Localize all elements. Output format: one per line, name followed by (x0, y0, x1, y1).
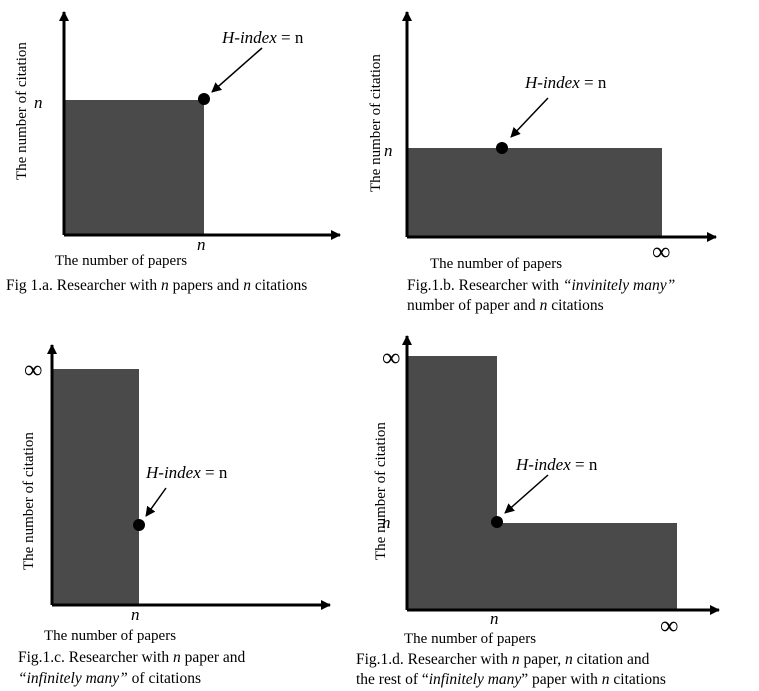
n-y-label-a: n (34, 93, 43, 112)
caption-d-line1: Fig.1.d. Researcher with n paper, n cita… (356, 651, 650, 668)
n-y-label-d: n (382, 513, 391, 532)
infinity-y-label-d: ∞ (382, 343, 401, 372)
x-axis-title-b: The number of papers (430, 256, 562, 272)
caption-c-line2: “infinitely many” of citations (18, 670, 201, 687)
shaded-region-a (64, 100, 204, 235)
h-index-point-c (133, 519, 145, 531)
y-axis-title-b: The number of citation (368, 54, 384, 192)
caption-b-line2: number of paper and n citations (407, 297, 604, 314)
caption-a: Fig 1.a. Researcher with n papers and n … (6, 277, 307, 294)
h-index-point-d (491, 516, 503, 528)
caption-d-line2: the rest of “infinitely many” paper with… (356, 671, 666, 688)
h-index-label-a: H-index = n (221, 28, 304, 47)
h-index-point-a (198, 93, 210, 105)
n-x-label-d: n (490, 609, 499, 628)
infinity-y-label-c: ∞ (24, 355, 43, 384)
n-y-label-b: n (384, 141, 393, 160)
y-axis-title-c: The number of citation (21, 432, 37, 570)
figure-1c: H-index = n ∞ n The number of papers The… (18, 344, 331, 687)
shaded-region-b (407, 148, 662, 237)
pointer-arrow-a (211, 47, 263, 93)
shaded-region-c (52, 369, 139, 605)
y-axis-title-d: The number of citation (373, 422, 389, 560)
pointer-arrow-b (510, 97, 549, 138)
y-axis-title-a: The number of citation (14, 42, 30, 180)
h-index-label-c: H-index = n (145, 463, 228, 482)
h-index-label-b: H-index = n (524, 73, 607, 92)
n-x-label-a: n (197, 235, 206, 254)
caption-b-line1: Fig.1.b. Researcher with “invinitely man… (407, 277, 675, 294)
pointer-arrow-d (504, 474, 549, 514)
figure-1d: H-index = n ∞ n n ∞ The number of papers… (356, 335, 720, 688)
h-index-label-d: H-index = n (515, 455, 598, 474)
x-axis-title-d: The number of papers (404, 631, 536, 647)
x-axis-title-c: The number of papers (44, 628, 176, 644)
pointer-arrow-c (145, 487, 167, 517)
x-axis-title-a: The number of papers (55, 253, 187, 269)
infinity-x-label-d: ∞ (660, 611, 679, 640)
figure-1a: H-index = n n n The number of papers The… (6, 11, 341, 294)
n-x-label-c: n (131, 605, 140, 624)
shaded-region-d (407, 356, 677, 610)
caption-c-line1: Fig.1.c. Researcher with n paper and (18, 649, 246, 666)
infinity-x-label-b: ∞ (652, 237, 671, 266)
figure-1b: H-index = n n ∞ The number of papers The… (368, 11, 717, 314)
h-index-point-b (496, 142, 508, 154)
